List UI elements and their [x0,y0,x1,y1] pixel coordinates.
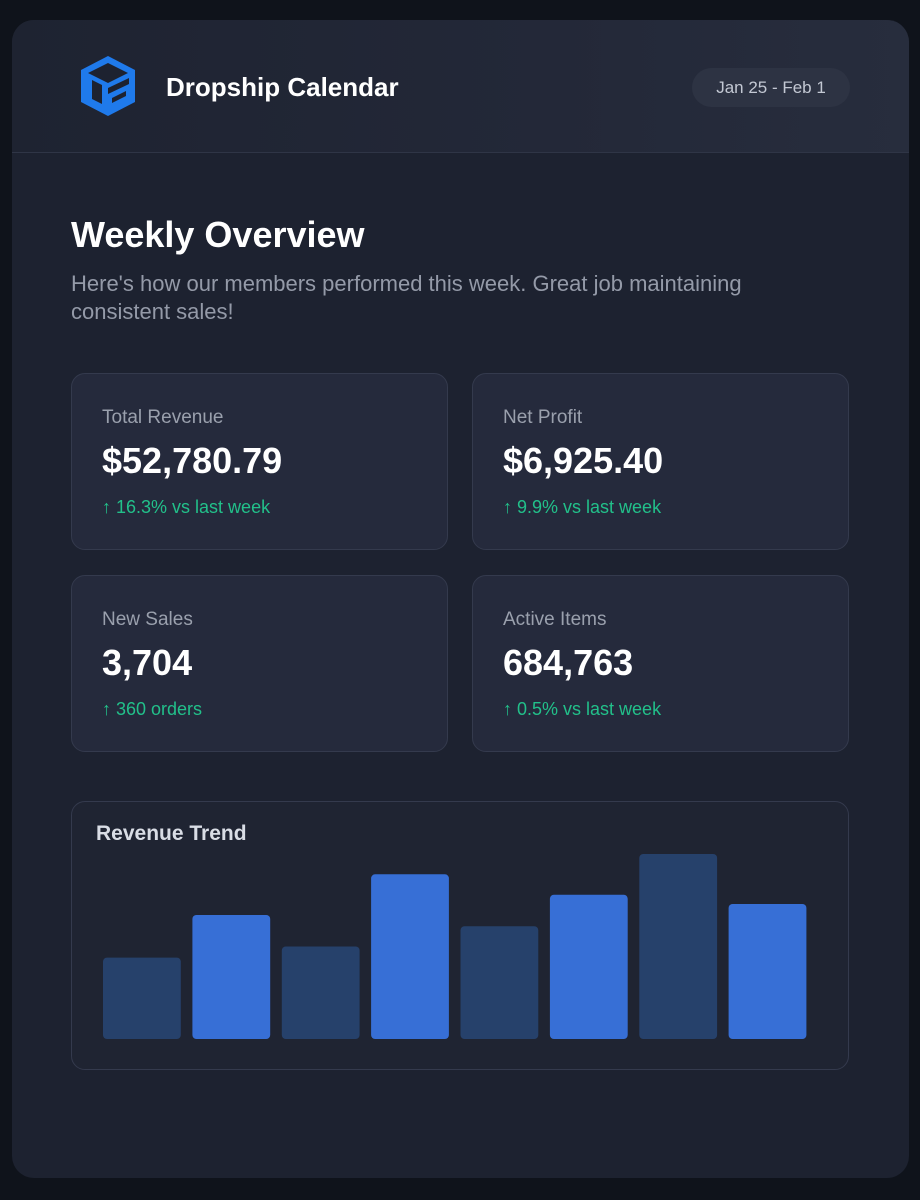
chart-bar [192,915,271,1039]
stat-value: $52,780.79 [102,440,283,481]
page-title: Weekly Overview [71,214,365,255]
stat-change: ↑ 360 orders [102,699,203,719]
stat-label: Total Revenue [102,407,224,428]
stat-label: Active Items [503,609,607,630]
stat-label: New Sales [102,609,193,630]
stat-value: 684,763 [503,642,634,683]
stat-change: ↑ 0.5% vs last week [503,699,662,719]
chart-bar [728,904,807,1039]
stat-card-active-items: Active Items 684,763 ↑ 0.5% vs last week [472,575,849,752]
chart-bar [371,874,449,1039]
revenue-trend-chart: Revenue Trend [71,801,849,1070]
chart-bar [639,854,718,1039]
date-range-badge: Jan 25 - Feb 1 [692,68,850,107]
brand-name: Dropship Calendar [166,72,399,102]
stat-change: ↑ 9.9% vs last week [503,497,662,517]
chart-bar [281,946,360,1039]
cube-logo-icon [81,56,135,116]
chart-bar [549,894,628,1039]
stat-card-net-profit: Net Profit $6,925.40 ↑ 9.9% vs last week [472,373,849,550]
page-subtitle: Here's how our members performed this we… [71,271,742,324]
stat-value: $6,925.40 [503,440,664,481]
chart-title: Revenue Trend [96,822,247,845]
header: Dropship Calendar Jan 25 - Feb 1 [12,20,909,153]
stat-card-total-revenue: Total Revenue $52,780.79 ↑ 16.3% vs last… [71,373,448,550]
stat-card-new-sales: New Sales 3,704 ↑ 360 orders [71,575,448,752]
chart-bar [103,957,181,1039]
stat-label: Net Profit [503,407,583,428]
email-card: Dropship Calendar Jan 25 - Feb 1 Weekly … [12,20,909,1178]
stat-value: 3,704 [102,642,193,683]
chart-plot-area [103,854,807,1039]
chart-bar [460,926,539,1039]
stat-change: ↑ 16.3% vs last week [102,497,271,517]
